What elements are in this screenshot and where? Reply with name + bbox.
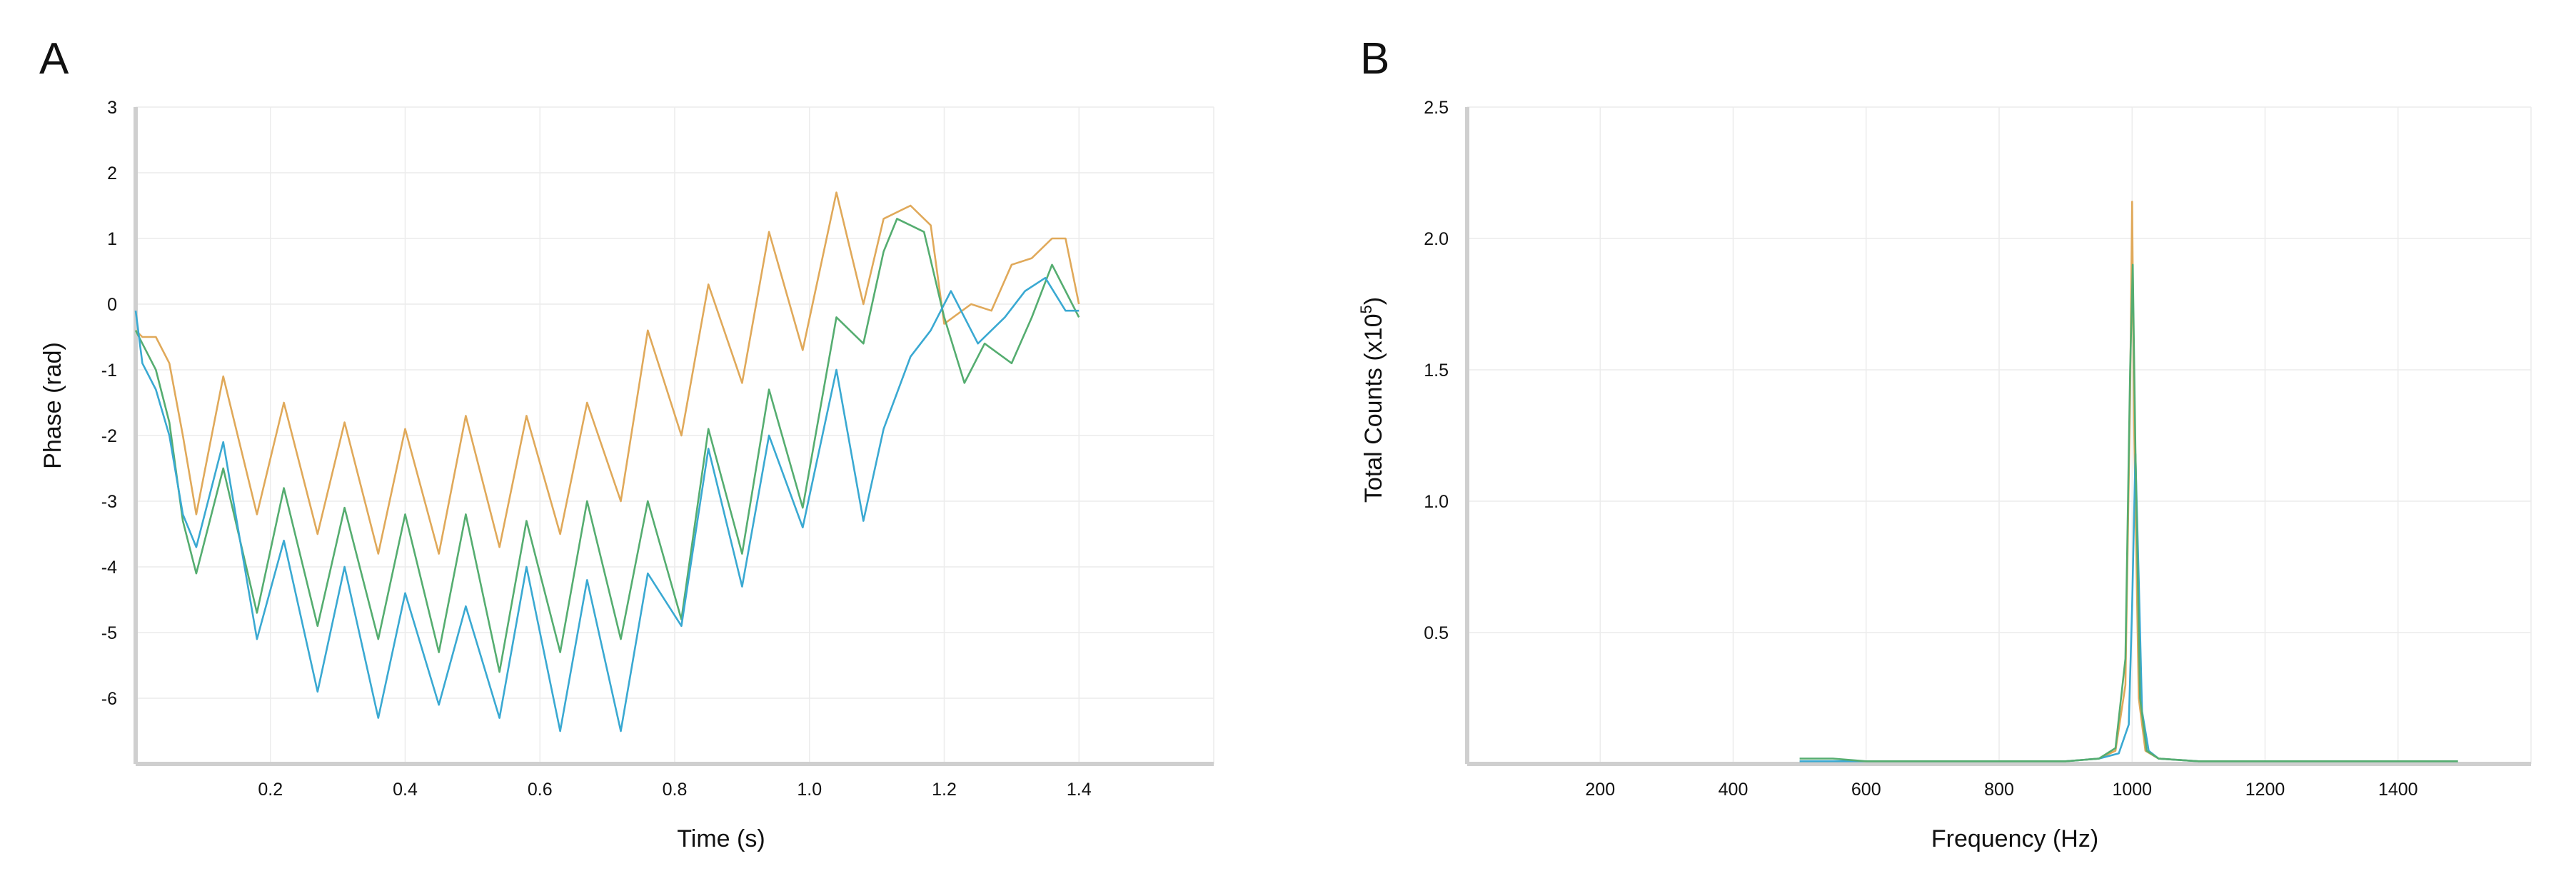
- panel-a-y-tick-label: -4: [101, 558, 117, 578]
- panel-b-y-axis-title-sup: 5: [1357, 305, 1375, 313]
- panel-b-y-axis-line: [1465, 107, 1469, 764]
- panel-b-x-tick-label: 1000: [2112, 780, 2152, 800]
- panel-a-y-tick-label: 0: [107, 295, 117, 315]
- panel-a-series: [134, 191, 1080, 732]
- panel-b-y-tick-label: 1.5: [1424, 361, 1449, 381]
- panel-b-x-tick-label: 1200: [2245, 780, 2285, 800]
- panel-a-y-tick-label: 1: [107, 229, 117, 249]
- panel-b-y-tick-label: 2.5: [1424, 98, 1449, 118]
- panel-a-x-tick-label: 1.2: [932, 780, 957, 800]
- panel-a-x-tick-label: 1.0: [797, 780, 822, 800]
- panel-a-series-line-1: [135, 191, 1080, 555]
- panel-b-x-tick-label: 400: [1719, 780, 1749, 800]
- panel-b-x-ticks: 200 400 600 800 1000 1200 1400: [1585, 780, 2417, 800]
- panel-b-x-tick-label: 800: [1984, 780, 2014, 800]
- panel-a-x-tick-label: 0.4: [393, 780, 418, 800]
- panel-a-y-axis-title: Phase (rad): [39, 342, 66, 469]
- panel-b-y-ticks: 2.5 2.0 1.5 1.0 0.5: [1424, 98, 1449, 643]
- panel-b-y-tick-label: 2.0: [1424, 229, 1449, 249]
- panel-b-y-tick-label: 0.5: [1424, 623, 1449, 643]
- panel-b-series-line-3: [1799, 263, 2458, 762]
- panel-a: A 3 2 1 0 -1 -2 -3 -4 -5 -6 0.2 0.4 0.6 0.8 1.0 1.2 1.4…: [39, 34, 1214, 852]
- panel-a-y-tick-label: -6: [101, 689, 117, 709]
- panel-b-x-tick-label: 1400: [2378, 780, 2418, 800]
- panel-b: B 2.5 2.0 1.5 1.0 0.5 200 400 600 800 1000 1200 14…: [1357, 34, 2532, 852]
- panel-a-y-tick-label: -1: [101, 361, 117, 381]
- panel-a-y-axis-line: [134, 107, 138, 764]
- panel-b-letter: B: [1360, 34, 1389, 84]
- panel-a-x-ticks: 0.2 0.4 0.6 0.8 1.0 1.2 1.4: [258, 780, 1091, 800]
- panel-a-y-tick-label: -5: [101, 623, 117, 643]
- panel-b-y-axis-title: Total Counts (x105): [1357, 297, 1387, 503]
- panel-b-x-axis-title: Frequency (Hz): [1931, 825, 2098, 852]
- panel-a-series-line-2: [134, 218, 1080, 673]
- panel-b-x-tick-label: 600: [1851, 780, 1881, 800]
- panel-a-series-line-3: [134, 276, 1080, 732]
- panel-a-x-tick-label: 0.2: [258, 780, 283, 800]
- panel-a-y-tick-label: 2: [107, 163, 117, 183]
- panel-b-series: [1799, 201, 2458, 762]
- panel-a-y-tick-label: -3: [101, 492, 117, 512]
- panel-a-x-tick-label: 0.6: [528, 780, 553, 800]
- panel-b-x-axis-line: [1467, 762, 2531, 766]
- panel-b-y-axis-title-end: ): [1360, 297, 1387, 305]
- panel-b-grid: [1467, 106, 2532, 764]
- panel-a-y-ticks: 3 2 1 0 -1 -2 -3 -4 -5 -6: [101, 98, 117, 709]
- panel-b-x-tick-label: 200: [1585, 780, 1615, 800]
- panel-a-x-axis-line: [136, 762, 1214, 766]
- panel-a-x-tick-label: 1.4: [1067, 780, 1092, 800]
- panel-b-y-axis-title-main: Total Counts (x10: [1360, 313, 1387, 503]
- panel-b-y-tick-label: 1.0: [1424, 492, 1449, 512]
- panel-a-y-tick-label: 3: [107, 98, 117, 118]
- panel-a-letter: A: [39, 34, 69, 84]
- panel-a-grid: [136, 106, 1214, 764]
- panel-a-x-axis-title: Time (s): [677, 825, 765, 852]
- panel-a-x-tick-label: 0.8: [663, 780, 688, 800]
- panel-a-y-tick-label: -2: [101, 426, 117, 446]
